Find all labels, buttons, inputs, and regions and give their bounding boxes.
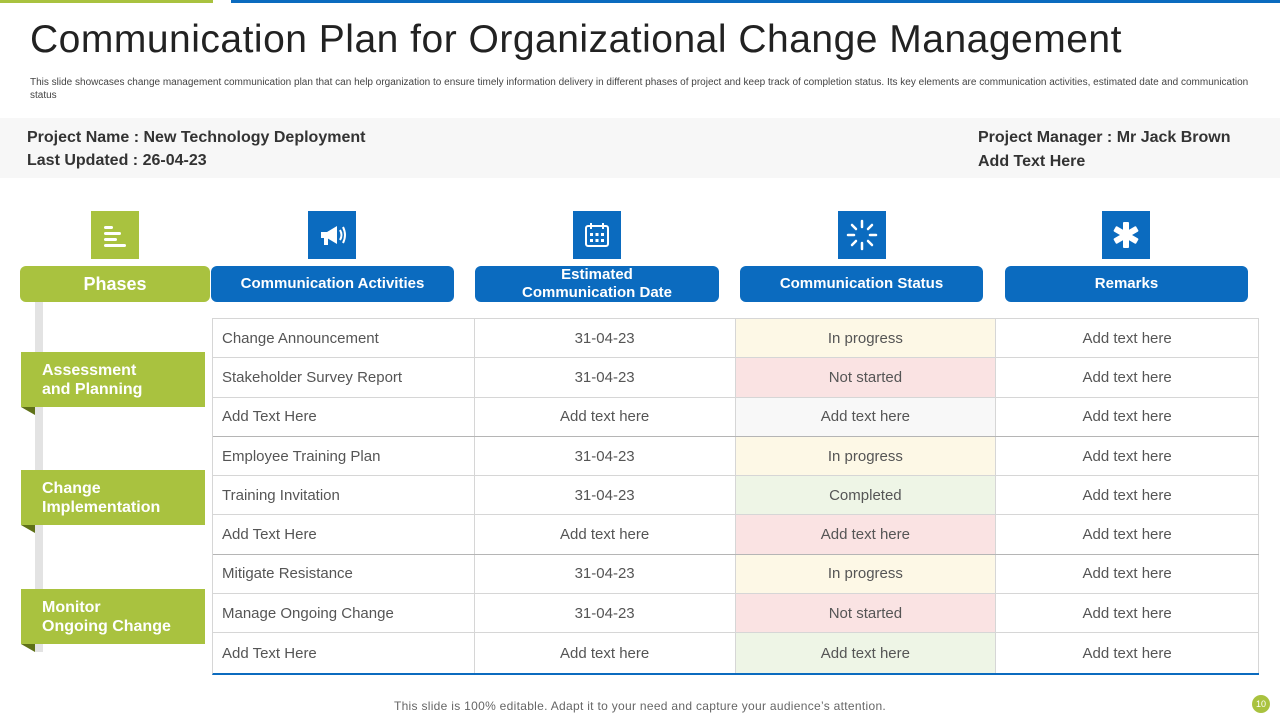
remarks-cell: Add text here: [996, 476, 1259, 515]
table-row: Mitigate Resistance 31-04-23 In progress…: [213, 554, 1259, 595]
project-name: Project Name : New Technology Deployment: [27, 129, 366, 146]
remarks-cell: Add text here: [996, 554, 1259, 594]
top-accent-blue: [231, 0, 1280, 3]
remarks-cell: Add text here: [996, 358, 1259, 397]
phase-fold: [21, 407, 35, 415]
page-number: 10: [1252, 695, 1270, 713]
date-cell: 31-04-23: [475, 436, 736, 476]
status-cell: Add text here: [735, 397, 997, 436]
activity-cell: Employee Training Plan: [213, 436, 475, 476]
table-row: Change Announcement 31-04-23 In progress…: [213, 319, 1259, 359]
project-info-band: Project Name : New Technology Deployment…: [0, 118, 1280, 178]
page-description: This slide showcases change management c…: [30, 77, 1249, 101]
header-communication-activities: Communication Activities: [211, 266, 454, 302]
megaphone-icon: [308, 211, 356, 259]
status-cell: In progress: [735, 436, 997, 476]
activity-cell: Mitigate Resistance: [213, 554, 475, 594]
activity-cell: Stakeholder Survey Report: [213, 358, 475, 397]
phase-fold: [21, 525, 35, 533]
status-cell: Add text here: [735, 633, 997, 673]
last-updated: Last Updated : 26-04-23: [27, 152, 207, 169]
remarks-cell: Add text here: [996, 319, 1259, 358]
date-cell: 31-04-23: [475, 358, 736, 397]
header-date-line2: Communication Date: [521, 284, 672, 301]
date-cell: 31-04-23: [475, 476, 736, 515]
activity-cell: Training Invitation: [213, 476, 475, 515]
header-date-line1: Estimated: [561, 266, 633, 283]
table-row: Employee Training Plan 31-04-23 In progr…: [213, 436, 1259, 477]
status-cell: Not started: [735, 358, 997, 397]
status-cell: Not started: [735, 594, 997, 633]
activity-cell: Add Text Here: [213, 633, 475, 673]
activity-cell: Add Text Here: [213, 397, 475, 436]
status-cell: In progress: [735, 554, 997, 594]
remarks-cell: Add text here: [996, 594, 1259, 633]
date-cell: 31-04-23: [475, 554, 736, 594]
activity-cell: Change Announcement: [213, 319, 475, 358]
activity-cell: Add Text Here: [213, 515, 475, 554]
communication-table: Change Announcement 31-04-23 In progress…: [212, 318, 1259, 675]
status-cell: Add text here: [735, 515, 997, 554]
header-estimated-date: Estimated Communication Date: [475, 266, 719, 302]
table-row: Add Text Here Add text here Add text her…: [213, 397, 1259, 437]
table-row: Add Text Here Add text here Add text her…: [213, 515, 1259, 555]
activity-cell: Manage Ongoing Change: [213, 594, 475, 633]
remarks-cell: Add text here: [996, 515, 1259, 554]
phase-label: Change Implementation: [21, 470, 205, 525]
phase-label: Monitor Ongoing Change: [21, 589, 205, 644]
project-manager: Project Manager : Mr Jack Brown: [978, 129, 1231, 146]
remarks-cell: Add text here: [996, 436, 1259, 476]
calendar-icon: [573, 211, 621, 259]
status-cell: In progress: [735, 319, 997, 358]
date-cell: 31-04-23: [475, 319, 736, 358]
date-cell: Add text here: [475, 515, 736, 554]
phase-label: Assessment and Planning: [21, 352, 205, 407]
date-cell: 31-04-23: [475, 594, 736, 633]
table-row: Add Text Here Add text here Add text her…: [213, 633, 1259, 673]
date-cell: Add text here: [475, 633, 736, 673]
page-title: Communication Plan for Organizational Ch…: [30, 18, 1122, 61]
loading-icon: [838, 211, 886, 259]
list-icon: [91, 211, 139, 259]
remarks-cell: Add text here: [996, 397, 1259, 436]
asterisk-icon: [1102, 211, 1150, 259]
project-extra-text: Add Text Here: [978, 153, 1086, 170]
phase-fold: [21, 644, 35, 652]
footer-note: This slide is 100% editable. Adapt it to…: [393, 699, 887, 713]
header-phases: Phases: [20, 266, 210, 302]
table-row: Training Invitation 31-04-23 Completed A…: [213, 476, 1259, 516]
status-cell: Completed: [735, 476, 997, 515]
top-accent-green: [0, 0, 213, 3]
date-cell: Add text here: [475, 397, 736, 436]
table-row: Manage Ongoing Change 31-04-23 Not start…: [213, 594, 1259, 634]
header-remarks: Remarks: [1005, 266, 1248, 302]
table-row: Stakeholder Survey Report 31-04-23 Not s…: [213, 358, 1259, 398]
remarks-cell: Add text here: [996, 633, 1259, 673]
header-communication-status: Communication Status: [740, 266, 983, 302]
